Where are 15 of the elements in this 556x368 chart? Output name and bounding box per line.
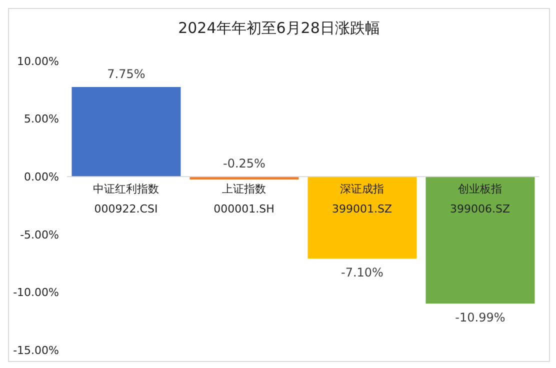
x-tick-label: 创业板指 399006.SZ xyxy=(450,182,510,216)
y-tick-label: -15.00% xyxy=(13,344,59,357)
data-label: -0.25% xyxy=(222,156,266,171)
data-label: 7.75% xyxy=(107,67,146,82)
y-tick-label: -5.00% xyxy=(20,228,59,242)
chart-title: 2024年年初至6月28日涨跌幅 xyxy=(177,19,381,38)
x-tick-label: 中证红利指数 000922.CSI xyxy=(93,182,159,216)
x-tick-label: 上证指数 000001.SH xyxy=(214,182,274,216)
data-label: -7.10% xyxy=(340,266,384,280)
y-tick-label: -10.00% xyxy=(13,286,59,300)
y-tick-label: 10.00% xyxy=(17,54,59,68)
y-tick-label: 0.00% xyxy=(24,170,59,184)
y-tick-label: 5.00% xyxy=(24,112,59,126)
data-label: -10.99% xyxy=(455,310,506,325)
x-tick-label: 深证成指 399001.SZ xyxy=(332,182,392,216)
